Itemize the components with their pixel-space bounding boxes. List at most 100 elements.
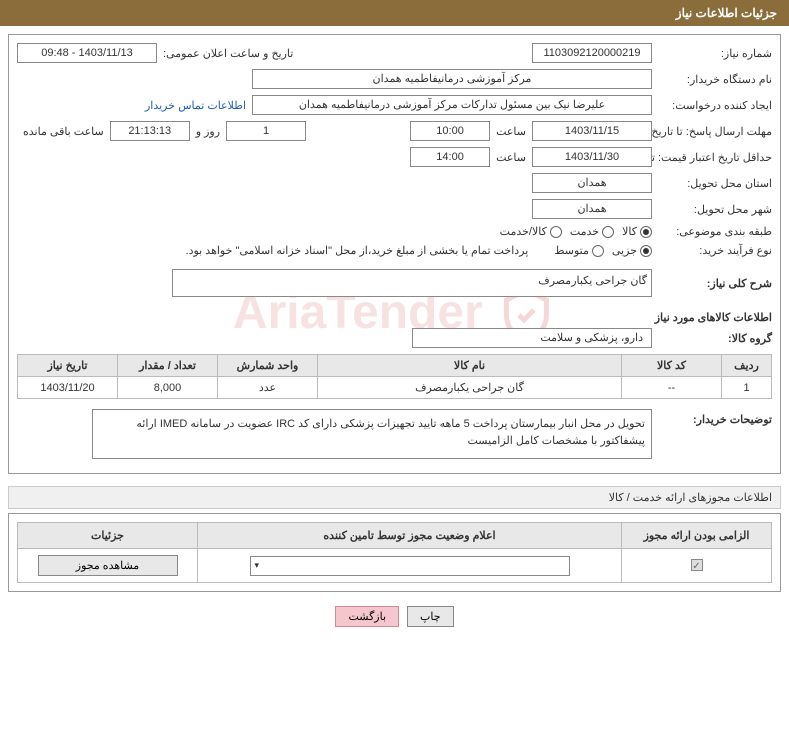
radio-service-label: خدمت <box>570 225 599 238</box>
td-mandatory <box>622 549 772 583</box>
desc-text: گان جراحی یکبارمصرف <box>538 275 647 287</box>
hour-label-2: ساعت <box>490 151 532 164</box>
days-count-field: 1 <box>226 121 306 141</box>
deadline-hour-field: 10:00 <box>410 121 490 141</box>
th-unit: واحد شمارش <box>218 355 318 377</box>
th-status: اعلام وضعیت مجوز توسط تامین کننده <box>198 523 622 549</box>
row-buyer-org: نام دستگاه خریدار: مرکز آموزشی درمانیفاط… <box>17 69 772 89</box>
time-remaining-field: 21:13:13 <box>110 121 190 141</box>
row-validity: حداقل تاریخ اعتبار قیمت: تا تاریخ: 1403/… <box>17 147 772 167</box>
explain-label: توضیحات خریدار: <box>652 409 772 426</box>
radio-service-circle <box>602 226 614 238</box>
need-number-label: شماره نیاز: <box>652 47 772 60</box>
days-label: روز و <box>190 125 226 138</box>
province-field: همدان <box>532 173 652 193</box>
deadline-date-field: 1403/11/15 <box>532 121 652 141</box>
th-details: جزئیات <box>18 523 198 549</box>
th-mandatory: الزامی بودن ارائه مجوز <box>622 523 772 549</box>
payment-note: پرداخت تمام یا بخشی از مبلغ خرید،از محل … <box>180 244 535 257</box>
deadline-label: مهلت ارسال پاسخ: تا تاریخ: <box>652 125 772 138</box>
table-header-row: ردیف کد کالا نام کالا واحد شمارش تعداد /… <box>18 355 772 377</box>
remaining-label: ساعت باقی مانده <box>17 125 110 138</box>
td-date: 1403/11/20 <box>18 377 118 399</box>
page-header: جزئیات اطلاعات نیاز <box>0 0 789 26</box>
row-description: شرح کلی نیاز: گان جراحی یکبارمصرف <box>17 269 772 297</box>
td-row: 1 <box>722 377 772 399</box>
contact-link[interactable]: اطلاعات تماس خریدار <box>139 99 252 112</box>
announce-field: 1403/11/13 - 09:48 <box>17 43 157 63</box>
license-container: الزامی بودن ارائه مجوز اعلام وضعیت مجوز … <box>8 513 781 592</box>
row-requester: ایجاد کننده درخواست: علیرضا نیک بین مسئو… <box>17 95 772 115</box>
row-city: شهر محل تحویل: همدان <box>17 199 772 219</box>
row-deadline: مهلت ارسال پاسخ: تا تاریخ: 1403/11/15 سا… <box>17 121 772 141</box>
radio-medium[interactable]: متوسط <box>554 244 604 257</box>
category-label: طبقه بندی موضوعی: <box>652 225 772 238</box>
row-purchase-type: نوع فرآیند خرید: جزیی متوسط پرداخت تمام … <box>17 244 772 257</box>
th-row: ردیف <box>722 355 772 377</box>
validity-label: حداقل تاریخ اعتبار قیمت: تا تاریخ: <box>652 151 772 164</box>
status-select[interactable]: ▾ <box>250 556 570 576</box>
goods-table: ردیف کد کالا نام کالا واحد شمارش تعداد /… <box>17 354 772 399</box>
explain-text: تحویل در محل انبار بیمارستان پرداخت 5 ما… <box>136 418 645 447</box>
city-label: شهر محل تحویل: <box>652 203 772 216</box>
desc-box: گان جراحی یکبارمصرف <box>172 269 652 297</box>
print-button[interactable]: چاپ <box>407 606 454 627</box>
main-form-container: AriaTender شماره نیاز: 1103092120000219 … <box>8 34 781 474</box>
hour-label-1: ساعت <box>490 125 532 138</box>
td-status: ▾ <box>198 549 622 583</box>
requester-field: علیرضا نیک بین مسئول تدارکات مرکز آموزشی… <box>252 95 652 115</box>
buyer-org-field: مرکز آموزشی درمانیفاطمیه همدان <box>252 69 652 89</box>
th-code: کد کالا <box>622 355 722 377</box>
city-field: همدان <box>532 199 652 219</box>
row-need-number: شماره نیاز: 1103092120000219 تاریخ و ساع… <box>17 43 772 63</box>
purchase-type-label: نوع فرآیند خرید: <box>652 244 772 257</box>
need-number-field: 1103092120000219 <box>532 43 652 63</box>
announce-label: تاریخ و ساعت اعلان عمومی: <box>157 47 299 60</box>
goods-info-title: اطلاعات کالاهای مورد نیاز <box>17 307 772 328</box>
radio-goods-label: کالا <box>622 225 637 238</box>
radio-goods[interactable]: کالا <box>622 225 652 238</box>
chevron-down-icon: ▾ <box>255 560 260 571</box>
province-label: استان محل تحویل: <box>652 177 772 190</box>
goods-group-field: دارو، پزشکی و سلامت <box>412 328 652 348</box>
radio-small-circle <box>640 245 652 257</box>
mandatory-checkbox[interactable] <box>691 559 703 571</box>
radio-gs-circle <box>550 226 562 238</box>
radio-goods-service[interactable]: کالا/خدمت <box>500 225 562 238</box>
radio-medium-label: متوسط <box>554 244 589 257</box>
td-code: -- <box>622 377 722 399</box>
validity-hour-field: 14:00 <box>410 147 490 167</box>
page-title: جزئیات اطلاعات نیاز <box>676 6 777 20</box>
back-button[interactable]: بازگشت <box>335 606 399 627</box>
license-table: الزامی بودن ارائه مجوز اعلام وضعیت مجوز … <box>17 522 772 583</box>
th-date: تاریخ نیاز <box>18 355 118 377</box>
requester-label: ایجاد کننده درخواست: <box>652 99 772 112</box>
license-section-title: اطلاعات مجوزهای ارائه خدمت / کالا <box>8 486 781 509</box>
row-province: استان محل تحویل: همدان <box>17 173 772 193</box>
row-explain: توضیحات خریدار: تحویل در محل انبار بیمار… <box>17 409 772 459</box>
row-goods-group: گروه کالا: دارو، پزشکی و سلامت <box>17 328 772 348</box>
radio-small[interactable]: جزیی <box>612 244 652 257</box>
category-radio-group: کالا خدمت کالا/خدمت <box>500 225 652 238</box>
table-row: 1 -- گان جراحی یکبارمصرف عدد 8,000 1403/… <box>18 377 772 399</box>
desc-label: شرح کلی نیاز: <box>652 277 772 290</box>
radio-service[interactable]: خدمت <box>570 225 614 238</box>
radio-small-label: جزیی <box>612 244 637 257</box>
radio-goods-circle <box>640 226 652 238</box>
license-row: ▾ مشاهده مجوز <box>18 549 772 583</box>
td-name: گان جراحی یکبارمصرف <box>318 377 622 399</box>
th-qty: تعداد / مقدار <box>118 355 218 377</box>
license-header-row: الزامی بودن ارائه مجوز اعلام وضعیت مجوز … <box>18 523 772 549</box>
radio-gs-label: کالا/خدمت <box>500 225 547 238</box>
buyer-org-label: نام دستگاه خریدار: <box>652 73 772 86</box>
row-category: طبقه بندی موضوعی: کالا خدمت کالا/خدمت <box>17 225 772 238</box>
goods-group-label: گروه کالا: <box>652 332 772 345</box>
td-qty: 8,000 <box>118 377 218 399</box>
explain-box: تحویل در محل انبار بیمارستان پرداخت 5 ما… <box>92 409 652 459</box>
footer-buttons: چاپ بازگشت <box>0 596 789 637</box>
validity-date-field: 1403/11/30 <box>532 147 652 167</box>
td-unit: عدد <box>218 377 318 399</box>
view-license-button[interactable]: مشاهده مجوز <box>38 555 178 576</box>
radio-medium-circle <box>592 245 604 257</box>
th-name: نام کالا <box>318 355 622 377</box>
